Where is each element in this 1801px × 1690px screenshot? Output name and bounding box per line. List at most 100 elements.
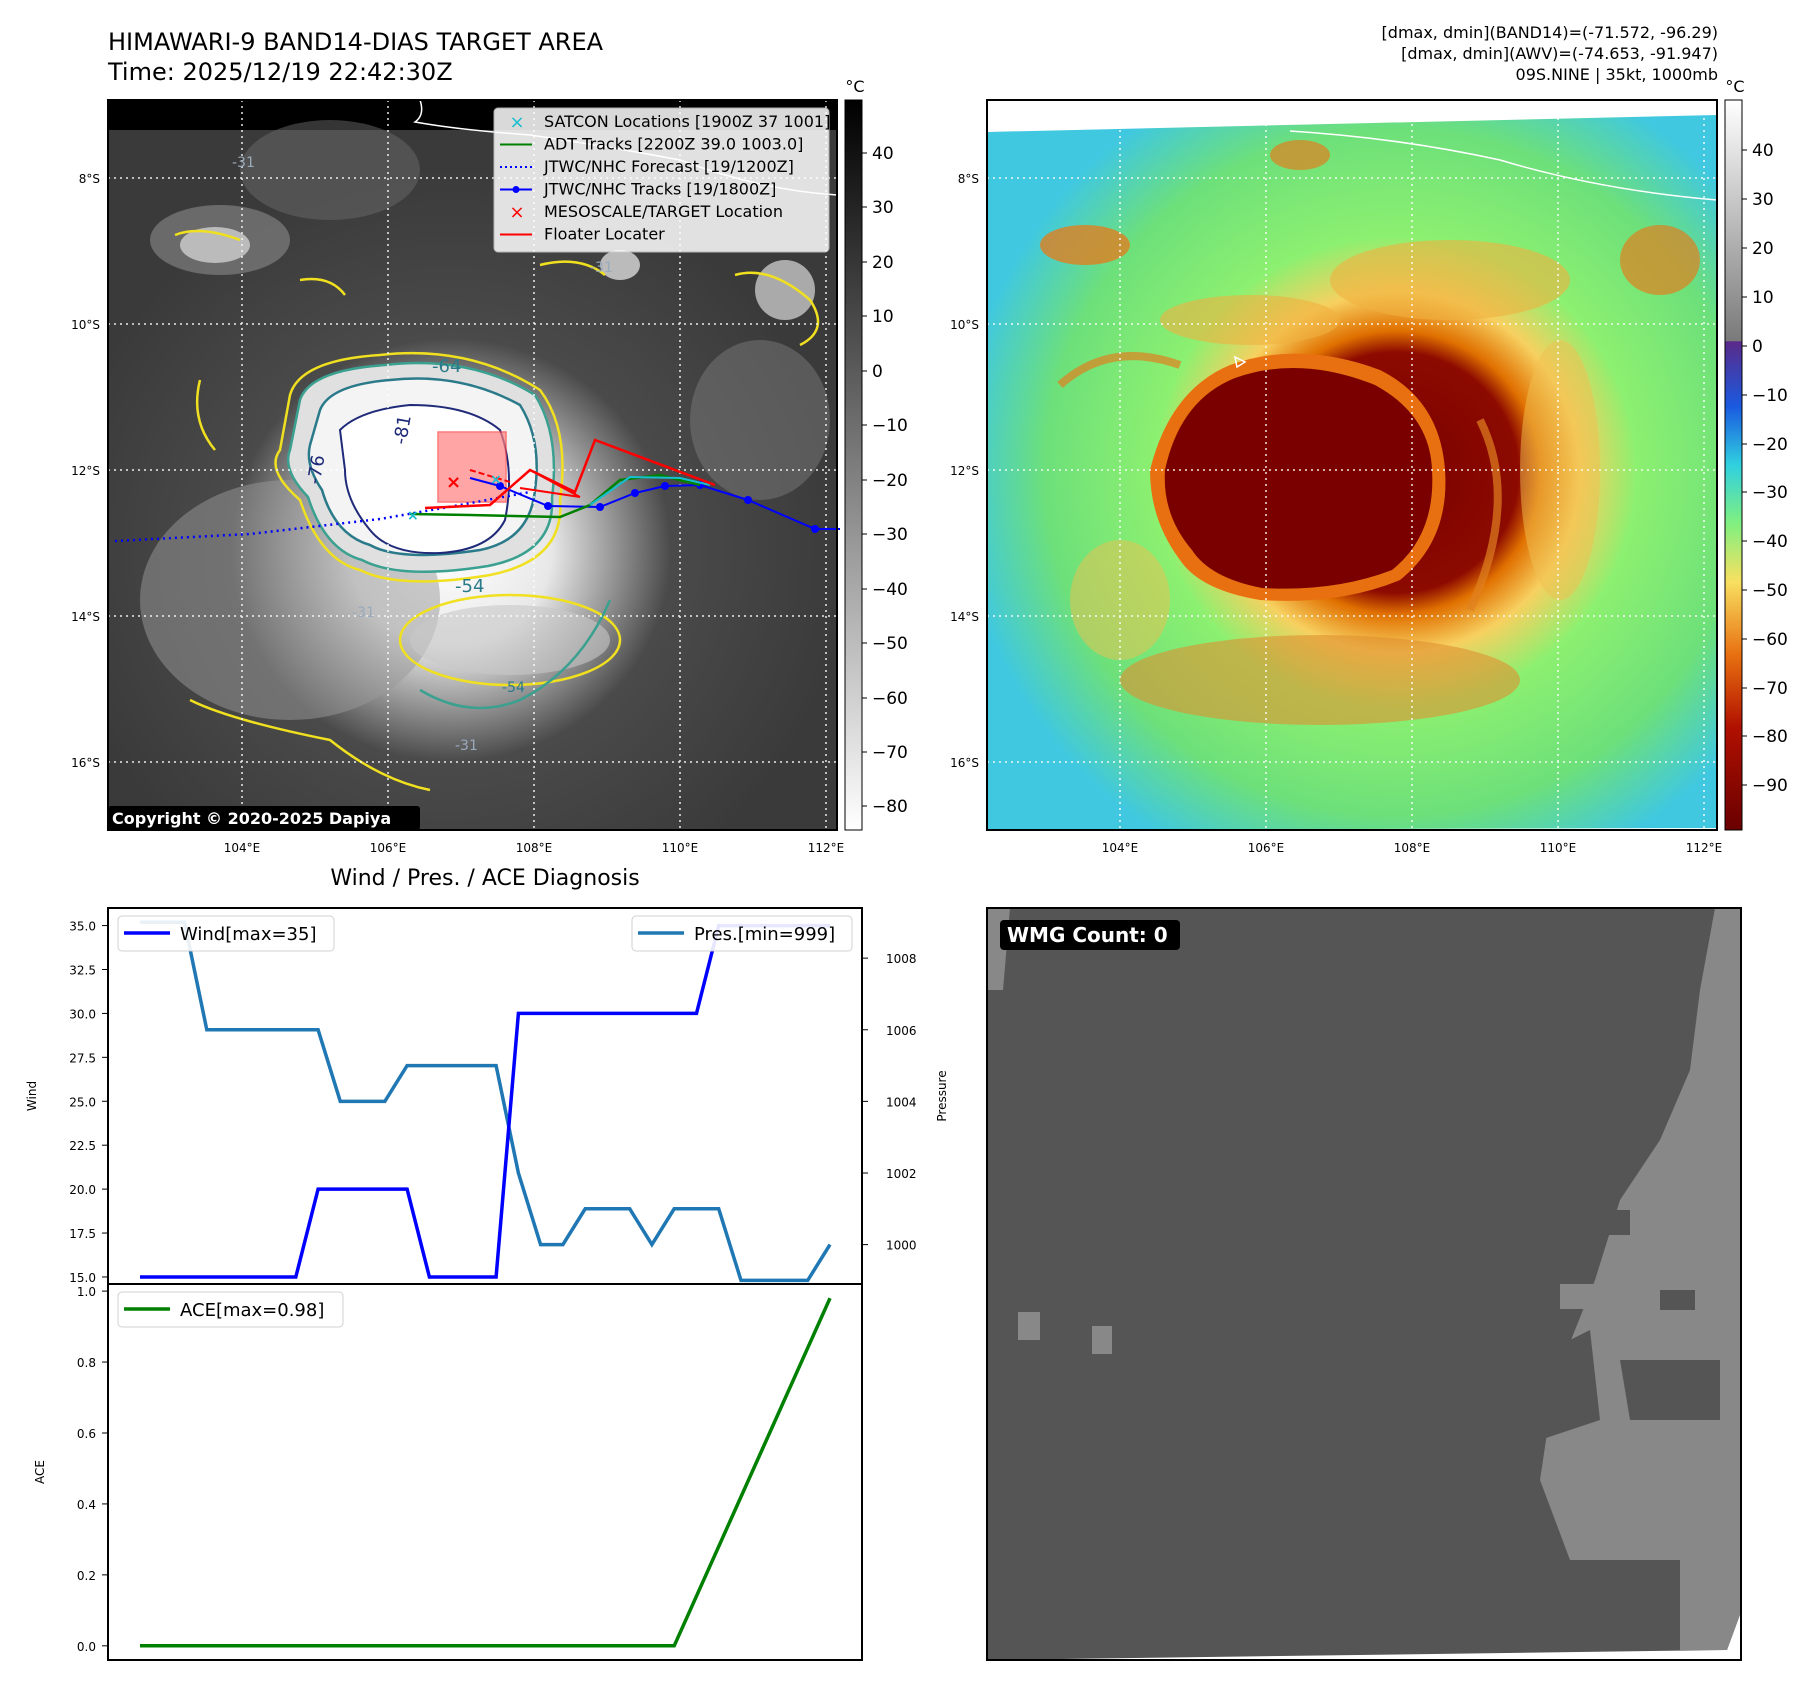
left-colorbar: °C 40 30 20 10 0 −10 −20 −30 −40 −50 −60 −70 −80	[844, 77, 908, 831]
colorbar-tick-label: 20	[1752, 239, 1774, 259]
wind-pressure-plot: 35.0 32.5 30.0 27.5 25.0 22.5 20.0 17.5 15.0 100…	[25, 907, 949, 1285]
contour-label: -81	[390, 413, 416, 446]
lon-label: 104°E	[224, 841, 261, 855]
lat-label: 8°S	[79, 172, 100, 186]
lat-label: 16°S	[71, 756, 100, 770]
legend-marker-dot	[512, 186, 520, 193]
colorbar-tick-label: 30	[1752, 190, 1774, 210]
lat-label: 10°S	[71, 318, 100, 332]
lat-label: 12°S	[71, 464, 100, 478]
ace-legend: ACE[max=0.98]	[117, 1291, 344, 1328]
left-colorbar-unit: °C	[845, 77, 864, 96]
legend-entry: JTWC/NHC Tracks [19/1800Z]	[500, 180, 776, 199]
ace-tick-label: 0.2	[77, 1569, 96, 1583]
colorbar-tick-label: −70	[872, 743, 908, 763]
contour-label: -31	[455, 738, 478, 754]
colorbar-tick-label: 0	[872, 362, 883, 382]
wind-tick-label: 27.5	[69, 1051, 96, 1065]
lat-label: 14°S	[71, 610, 100, 624]
legend-entry: × SATCON Locations [1900Z 37 1001]	[509, 112, 830, 133]
series-line	[140, 923, 830, 1279]
wmg-count-label: WMG Count: 0	[1007, 923, 1168, 947]
pressure-tick-label: 1008	[886, 952, 917, 966]
legend-entry: JTWC/NHC Forecast [19/1200Z]	[500, 157, 794, 176]
awv-map-panel	[986, 99, 1718, 831]
lon-label: 106°E	[1248, 841, 1285, 855]
series-line	[140, 1297, 832, 1648]
legend-label: MESOSCALE/TARGET Location	[544, 202, 783, 221]
legend-label: JTWC/NHC Tracks [19/1800Z]	[543, 180, 776, 199]
lon-label: 104°E	[1102, 841, 1139, 855]
pressure-axis-label: Pressure	[935, 1070, 949, 1121]
legend-marker: ×	[509, 112, 524, 133]
lon-label: 108°E	[516, 841, 553, 855]
contour-label: -54	[455, 576, 484, 597]
colorbar-tick-label: −80	[1752, 727, 1788, 747]
map-legend: × SATCON Locations [1900Z 37 1001] ADT Tra…	[493, 107, 830, 253]
colorbar-tick-label: −40	[872, 580, 908, 600]
legend-entry: Floater Locater	[500, 225, 665, 244]
pressure-legend-label: Pres.[min=999]	[694, 924, 835, 945]
ace-tick-label: 0.4	[77, 1498, 96, 1512]
lon-label: 110°E	[662, 841, 699, 855]
lat-label: 14°S	[950, 610, 979, 624]
ace-tick-label: 0.6	[77, 1427, 96, 1441]
wind-axis-label: Wind	[25, 1081, 39, 1111]
colorbar-tick-label: 40	[872, 144, 894, 164]
wind-tick-label: 25.0	[69, 1095, 96, 1109]
lat-label: 12°S	[950, 464, 979, 478]
legend-label: SATCON Locations [1900Z 37 1001]	[544, 112, 830, 131]
colorbar-tick-label: −60	[1752, 630, 1788, 650]
series-line	[140, 920, 832, 1283]
legend-label: ADT Tracks [2200Z 39.0 1003.0]	[544, 135, 803, 154]
contour-label: -31	[232, 155, 255, 171]
legend-marker: ×	[509, 202, 524, 223]
svg-text:×: ×	[490, 472, 502, 488]
copyright-notice: Copyright © 2020-2025 Dapiya	[112, 809, 391, 828]
pressure-tick-label: 1006	[886, 1024, 917, 1038]
ace-legend-label: ACE[max=0.98]	[180, 1300, 324, 1321]
colorbar-tick-label: −30	[1752, 483, 1788, 503]
legend-entry: × MESOSCALE/TARGET Location	[509, 202, 783, 223]
lon-label: 106°E	[370, 841, 407, 855]
wind-legend: Wind[max=35]	[117, 915, 335, 952]
contour-label: -64	[432, 356, 461, 377]
wind-tick-label: 30.0	[69, 1007, 96, 1021]
ace-plot: 1.0 0.8 0.6 0.4 0.2 0.0 ACE ACE[max=0.98]	[33, 1283, 863, 1661]
wind-tick-label: 32.5	[69, 963, 96, 977]
pressure-tick-label: 1000	[886, 1239, 917, 1253]
pressure-tick-label: 1002	[886, 1167, 917, 1181]
colorbar-tick-label: −90	[1752, 776, 1788, 796]
lat-label: 8°S	[958, 172, 979, 186]
colorbar-tick-label: −20	[1752, 435, 1788, 455]
contour-label: -76	[304, 453, 330, 486]
wind-legend-label: Wind[max=35]	[180, 924, 317, 945]
ace-tick-label: 0.0	[77, 1640, 96, 1654]
colorbar-tick-label: −10	[1752, 386, 1788, 406]
colorbar-tick-label: 40	[1752, 141, 1774, 161]
lon-label: 112°E	[808, 841, 845, 855]
colorbar-tick-label: −50	[872, 634, 908, 654]
colorbar-tick-label: −20	[872, 471, 908, 491]
colorbar-tick-label: −70	[1752, 679, 1788, 699]
storm-info: 09S.NINE | 35kt, 1000mb	[1516, 65, 1718, 84]
contour-label: -31	[352, 605, 375, 621]
legend-label: Floater Locater	[544, 225, 665, 244]
colorbar-tick-label: −10	[872, 416, 908, 436]
ace-tick-label: 1.0	[77, 1285, 96, 1299]
lat-label: 16°S	[950, 756, 979, 770]
colorbar-tick-label: 10	[1752, 288, 1774, 308]
wind-tick-label: 17.5	[69, 1227, 96, 1241]
colorbar-tick-label: −50	[1752, 581, 1788, 601]
legend-label: JTWC/NHC Forecast [19/1200Z]	[543, 157, 794, 176]
lon-label: 108°E	[1394, 841, 1431, 855]
colorbar-tick-label: −40	[1752, 532, 1788, 552]
lon-label: 110°E	[1540, 841, 1577, 855]
colorbar-tick-label: 0	[1752, 337, 1763, 357]
wind-tick-label: 20.0	[69, 1183, 96, 1197]
pressure-legend: Pres.[min=999]	[631, 915, 853, 952]
colorbar-tick-label: 20	[872, 253, 894, 273]
wind-tick-label: 35.0	[69, 920, 96, 934]
legend-entry: ADT Tracks [2200Z 39.0 1003.0]	[500, 135, 803, 154]
